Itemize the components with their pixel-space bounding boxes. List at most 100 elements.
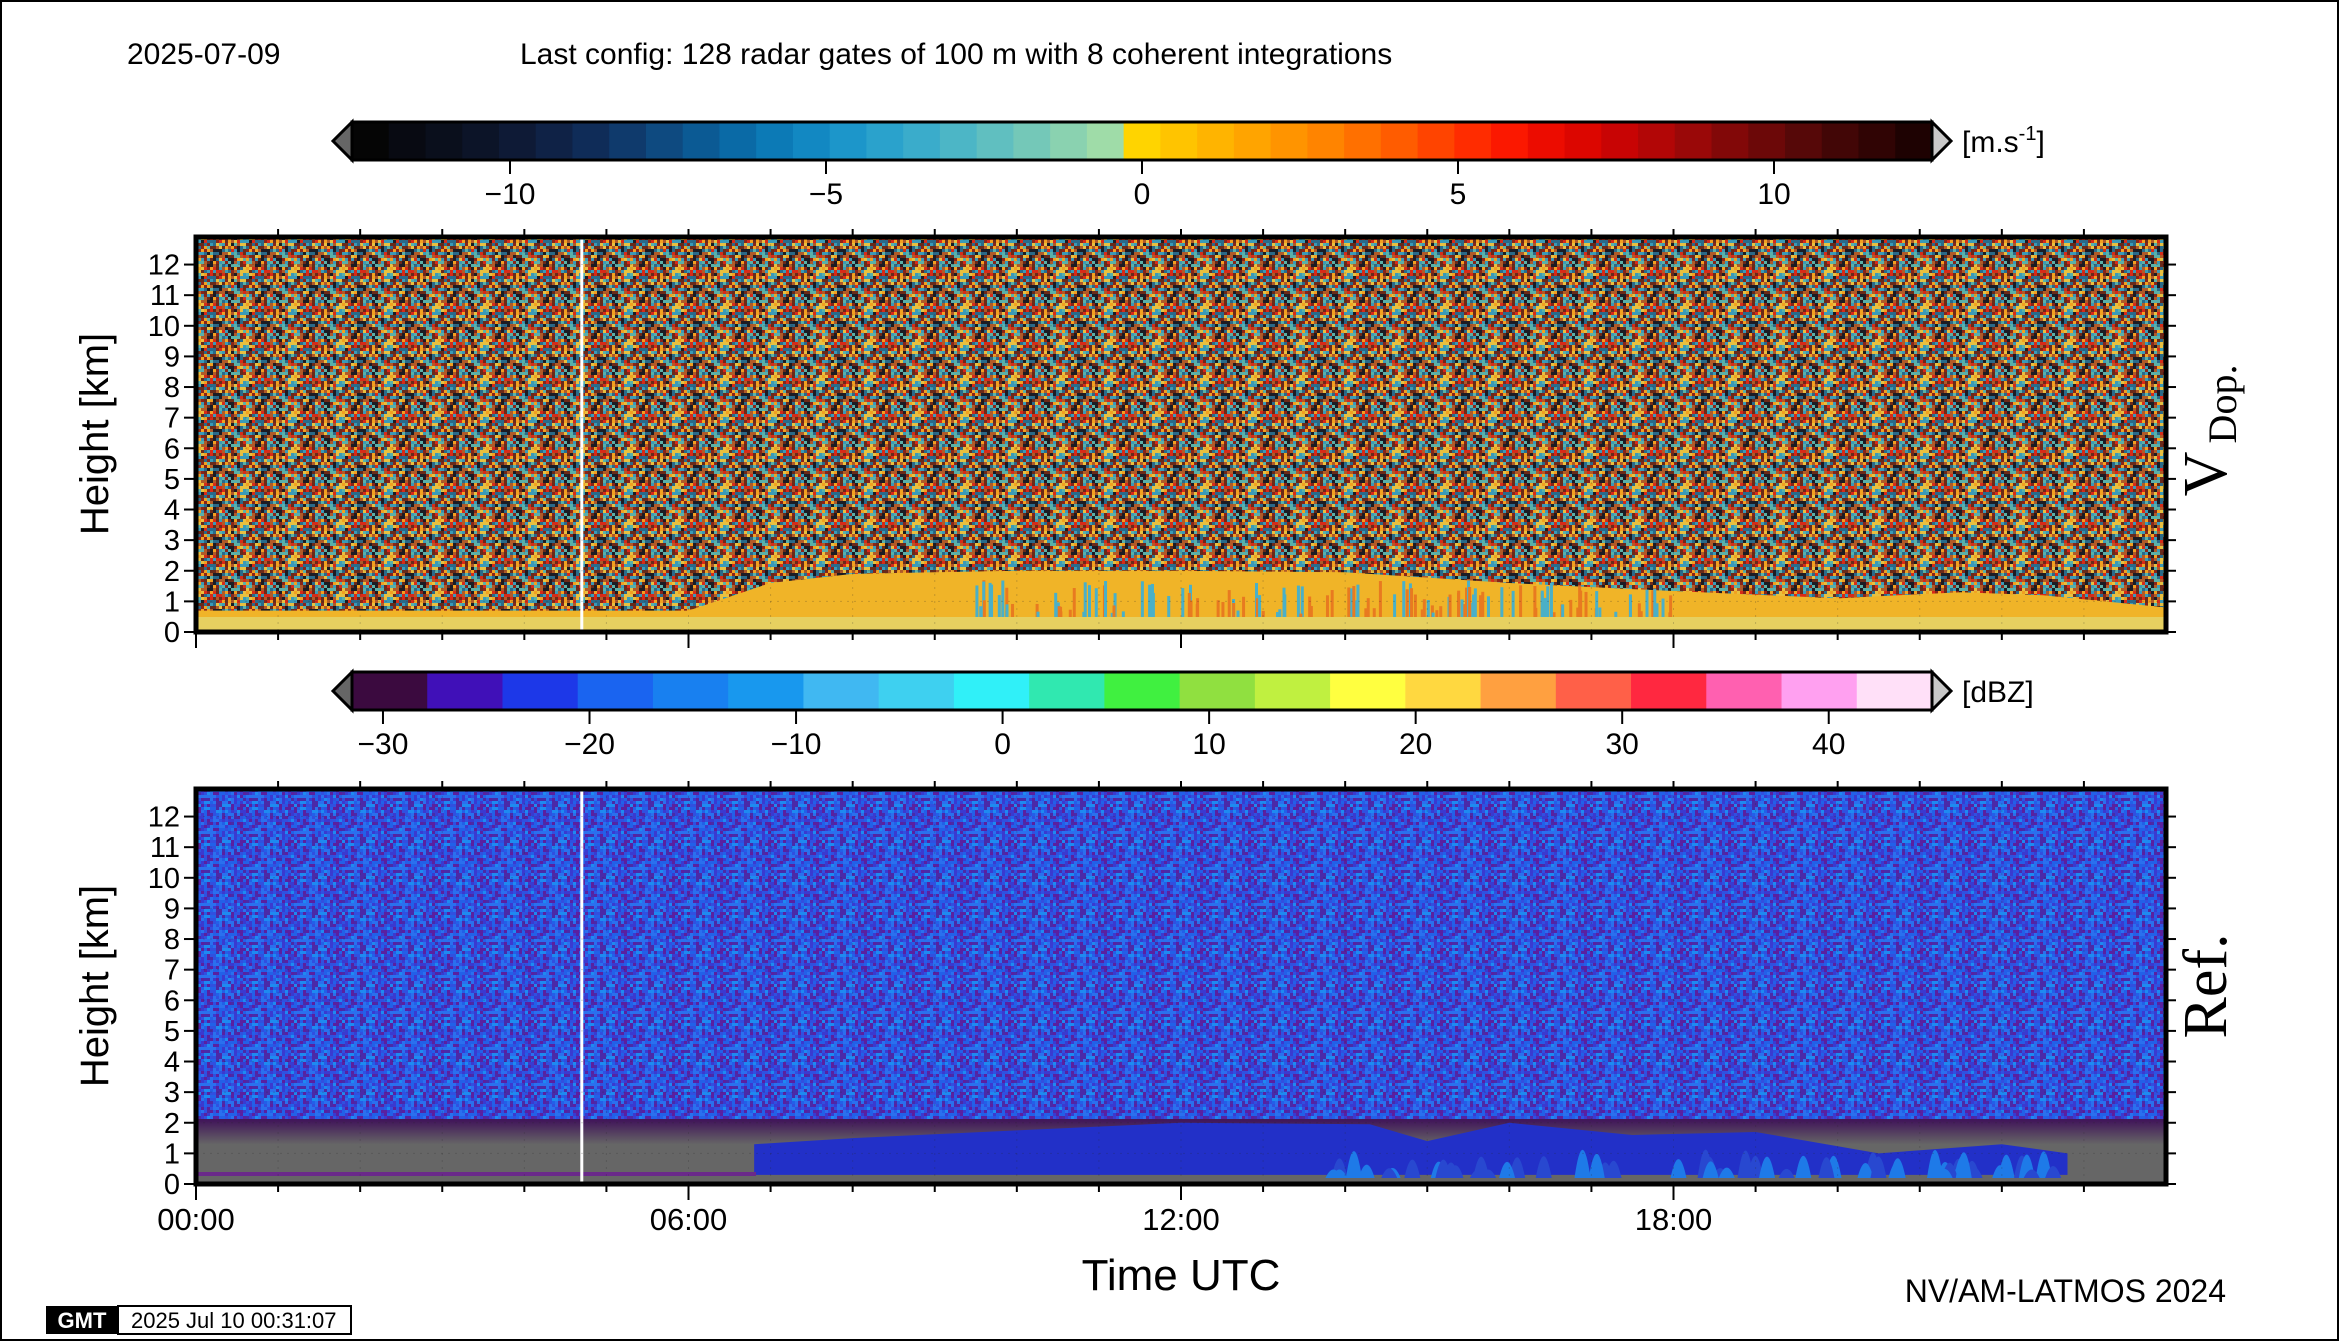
reflectivity-colorbar-cell <box>427 672 504 710</box>
doppler-y-tick-label: 10 <box>148 311 180 343</box>
doppler-colorbar-cell <box>1748 122 1786 160</box>
reflectivity-colorbar-cell <box>1029 672 1105 710</box>
doppler-colorbar-cell <box>352 122 390 160</box>
doppler-colorbar-tick-label: 0 <box>1134 178 1151 211</box>
reflectivity-plume <box>1447 1165 1464 1178</box>
doppler-x-ticks <box>195 229 2085 648</box>
doppler-colorbar-cell <box>792 122 831 160</box>
reflectivity-colorbar-cell <box>1480 672 1557 710</box>
reflectivity-colorbar-cell <box>502 672 579 710</box>
reflectivity-ylabel: Height [km] <box>73 885 117 1087</box>
reflectivity-plume <box>1778 1168 1795 1178</box>
reflectivity-colorbar-cell <box>728 672 805 710</box>
reflectivity-y-tick-label: 9 <box>164 893 180 925</box>
doppler-colorbar-cell <box>425 122 463 160</box>
reflectivity-y-tick-label: 12 <box>148 802 180 834</box>
reflectivity-plume <box>1499 1161 1516 1178</box>
reflectivity-y-tick-label: 7 <box>164 955 180 987</box>
reflectivity-colorbar-cell <box>1254 672 1331 710</box>
doppler-colorbar-cell <box>1564 122 1602 160</box>
reflectivity-colorbar-frame <box>350 670 1934 712</box>
reflectivity-colorbar-tick-label: 0 <box>994 728 1011 761</box>
reflectivity-plume <box>1381 1168 1398 1178</box>
reflectivity-colorbar-tick-label: 20 <box>1399 728 1432 761</box>
reflectivity-plume <box>1889 1158 1906 1178</box>
reflectivity-colorbar-ticks: −30 −20 −10 0 10 20 30 40 <box>358 710 1845 761</box>
reflectivity-x-tick-label: 00:00 <box>157 1202 235 1237</box>
reflectivity-plume <box>1670 1159 1687 1178</box>
timestamp-label: 2025 Jul 10 00:31:07 <box>131 1308 337 1333</box>
reflectivity-plume <box>1857 1163 1874 1178</box>
doppler-colorbar: −10 −5 0 5 10 [m.s-1] <box>330 118 2045 211</box>
reflectivity-plume <box>1345 1151 1362 1178</box>
doppler-colorbar-tick-label: −5 <box>809 178 843 211</box>
doppler-y-tick-label: 0 <box>164 617 180 649</box>
reflectivity-cloud-layer <box>754 1122 2068 1175</box>
config-label: Last config: 128 radar gates of 100 m wi… <box>520 38 1392 71</box>
doppler-colorbar-ticks: −10 −5 0 5 10 <box>485 160 1791 211</box>
doppler-colorbar-cell <box>1197 122 1235 160</box>
reflectivity-colorbar-tick-label: 10 <box>1192 728 1225 761</box>
doppler-colorbar-cell <box>719 122 757 160</box>
reflectivity-unit-label: [dBZ] <box>1962 676 2034 709</box>
doppler-colorbar-cell <box>535 122 574 160</box>
doppler-colorbar-cell <box>388 122 427 160</box>
gmt-logo: GMT <box>58 1308 107 1333</box>
reflectivity-colorbar-cells <box>352 672 1933 710</box>
doppler-colorbar-cell <box>645 122 684 160</box>
reflectivity-colorbar-low-arrow <box>330 668 354 714</box>
reflectivity-y-tick-label: 4 <box>164 1047 180 1079</box>
reflectivity-x-tick-label: 18:00 <box>1635 1202 1713 1237</box>
reflectivity-colorbar-cell <box>352 672 428 710</box>
doppler-panel-label: V Dop. <box>2172 365 2245 497</box>
doppler-colorbar-cell <box>829 122 868 160</box>
reflectivity-y-tick-label: 11 <box>150 832 180 864</box>
credit-label: NV/AM-LATMOS 2024 <box>1905 1273 2226 1309</box>
reflectivity-colorbar-cell <box>1330 672 1406 710</box>
doppler-colorbar-cell <box>1123 122 1161 160</box>
reflectivity-y-tick-label: 2 <box>164 1108 180 1140</box>
doppler-colorbar-cells <box>352 122 1933 160</box>
doppler-y-tick-label: 12 <box>148 250 180 282</box>
doppler-colorbar-cell <box>1674 122 1713 160</box>
doppler-colorbar-cell <box>1307 122 1345 160</box>
doppler-y-tick-label: 8 <box>164 372 180 404</box>
doppler-colorbar-cell <box>1086 122 1125 160</box>
doppler-colorbar-cell <box>682 122 721 160</box>
gmt-logo-box <box>46 1306 118 1334</box>
doppler-ylabel: Height [km] <box>73 333 117 535</box>
doppler-colorbar-cell <box>1233 122 1272 160</box>
doppler-colorbar-cell <box>1270 122 1308 160</box>
reflectivity-plume <box>1473 1156 1490 1178</box>
x-axis-label: Time UTC <box>1082 1251 1281 1300</box>
reflectivity-y-tick-label: 8 <box>164 924 180 956</box>
reflectivity-plume <box>1737 1150 1754 1178</box>
reflectivity-y-tick-label: 3 <box>164 1077 180 1109</box>
reflectivity-plume <box>1358 1164 1375 1178</box>
doppler-colorbar-cell <box>976 122 1014 160</box>
reflectivity-panel-label: Ref. <box>2172 933 2240 1038</box>
doppler-y-tick-label: 3 <box>164 525 180 557</box>
doppler-noise-field <box>196 237 2166 632</box>
doppler-colorbar-cell <box>1821 122 1860 160</box>
reflectivity-plume <box>1331 1169 1348 1178</box>
doppler-y-tick-label: 4 <box>164 495 180 527</box>
doppler-colorbar-cell <box>1380 122 1419 160</box>
reflectivity-colorbar-tick-label: −30 <box>358 728 409 761</box>
doppler-y-tick-label: 2 <box>164 556 180 588</box>
reflectivity-colorbar-cell <box>878 672 955 710</box>
doppler-colorbar-tick-label: 10 <box>1757 178 1790 211</box>
reflectivity-plume <box>1535 1156 1552 1178</box>
reflectivity-plume <box>1998 1154 2015 1178</box>
reflectivity-y-tick-label: 6 <box>164 985 180 1017</box>
reflectivity-colorbar-cell <box>1706 672 1783 710</box>
reflectivity-colorbar-cell <box>1555 672 1632 710</box>
reflectivity-plume <box>2035 1151 2052 1178</box>
reflectivity-colorbar-cell <box>1781 672 1858 710</box>
doppler-panel-label-sub: Dop. <box>2200 365 2245 444</box>
doppler-grid <box>196 237 2166 632</box>
doppler-colorbar-tick-label: −10 <box>485 178 536 211</box>
doppler-colorbar-cell <box>609 122 647 160</box>
reflectivity-y-tick-label: 5 <box>164 1016 180 1048</box>
